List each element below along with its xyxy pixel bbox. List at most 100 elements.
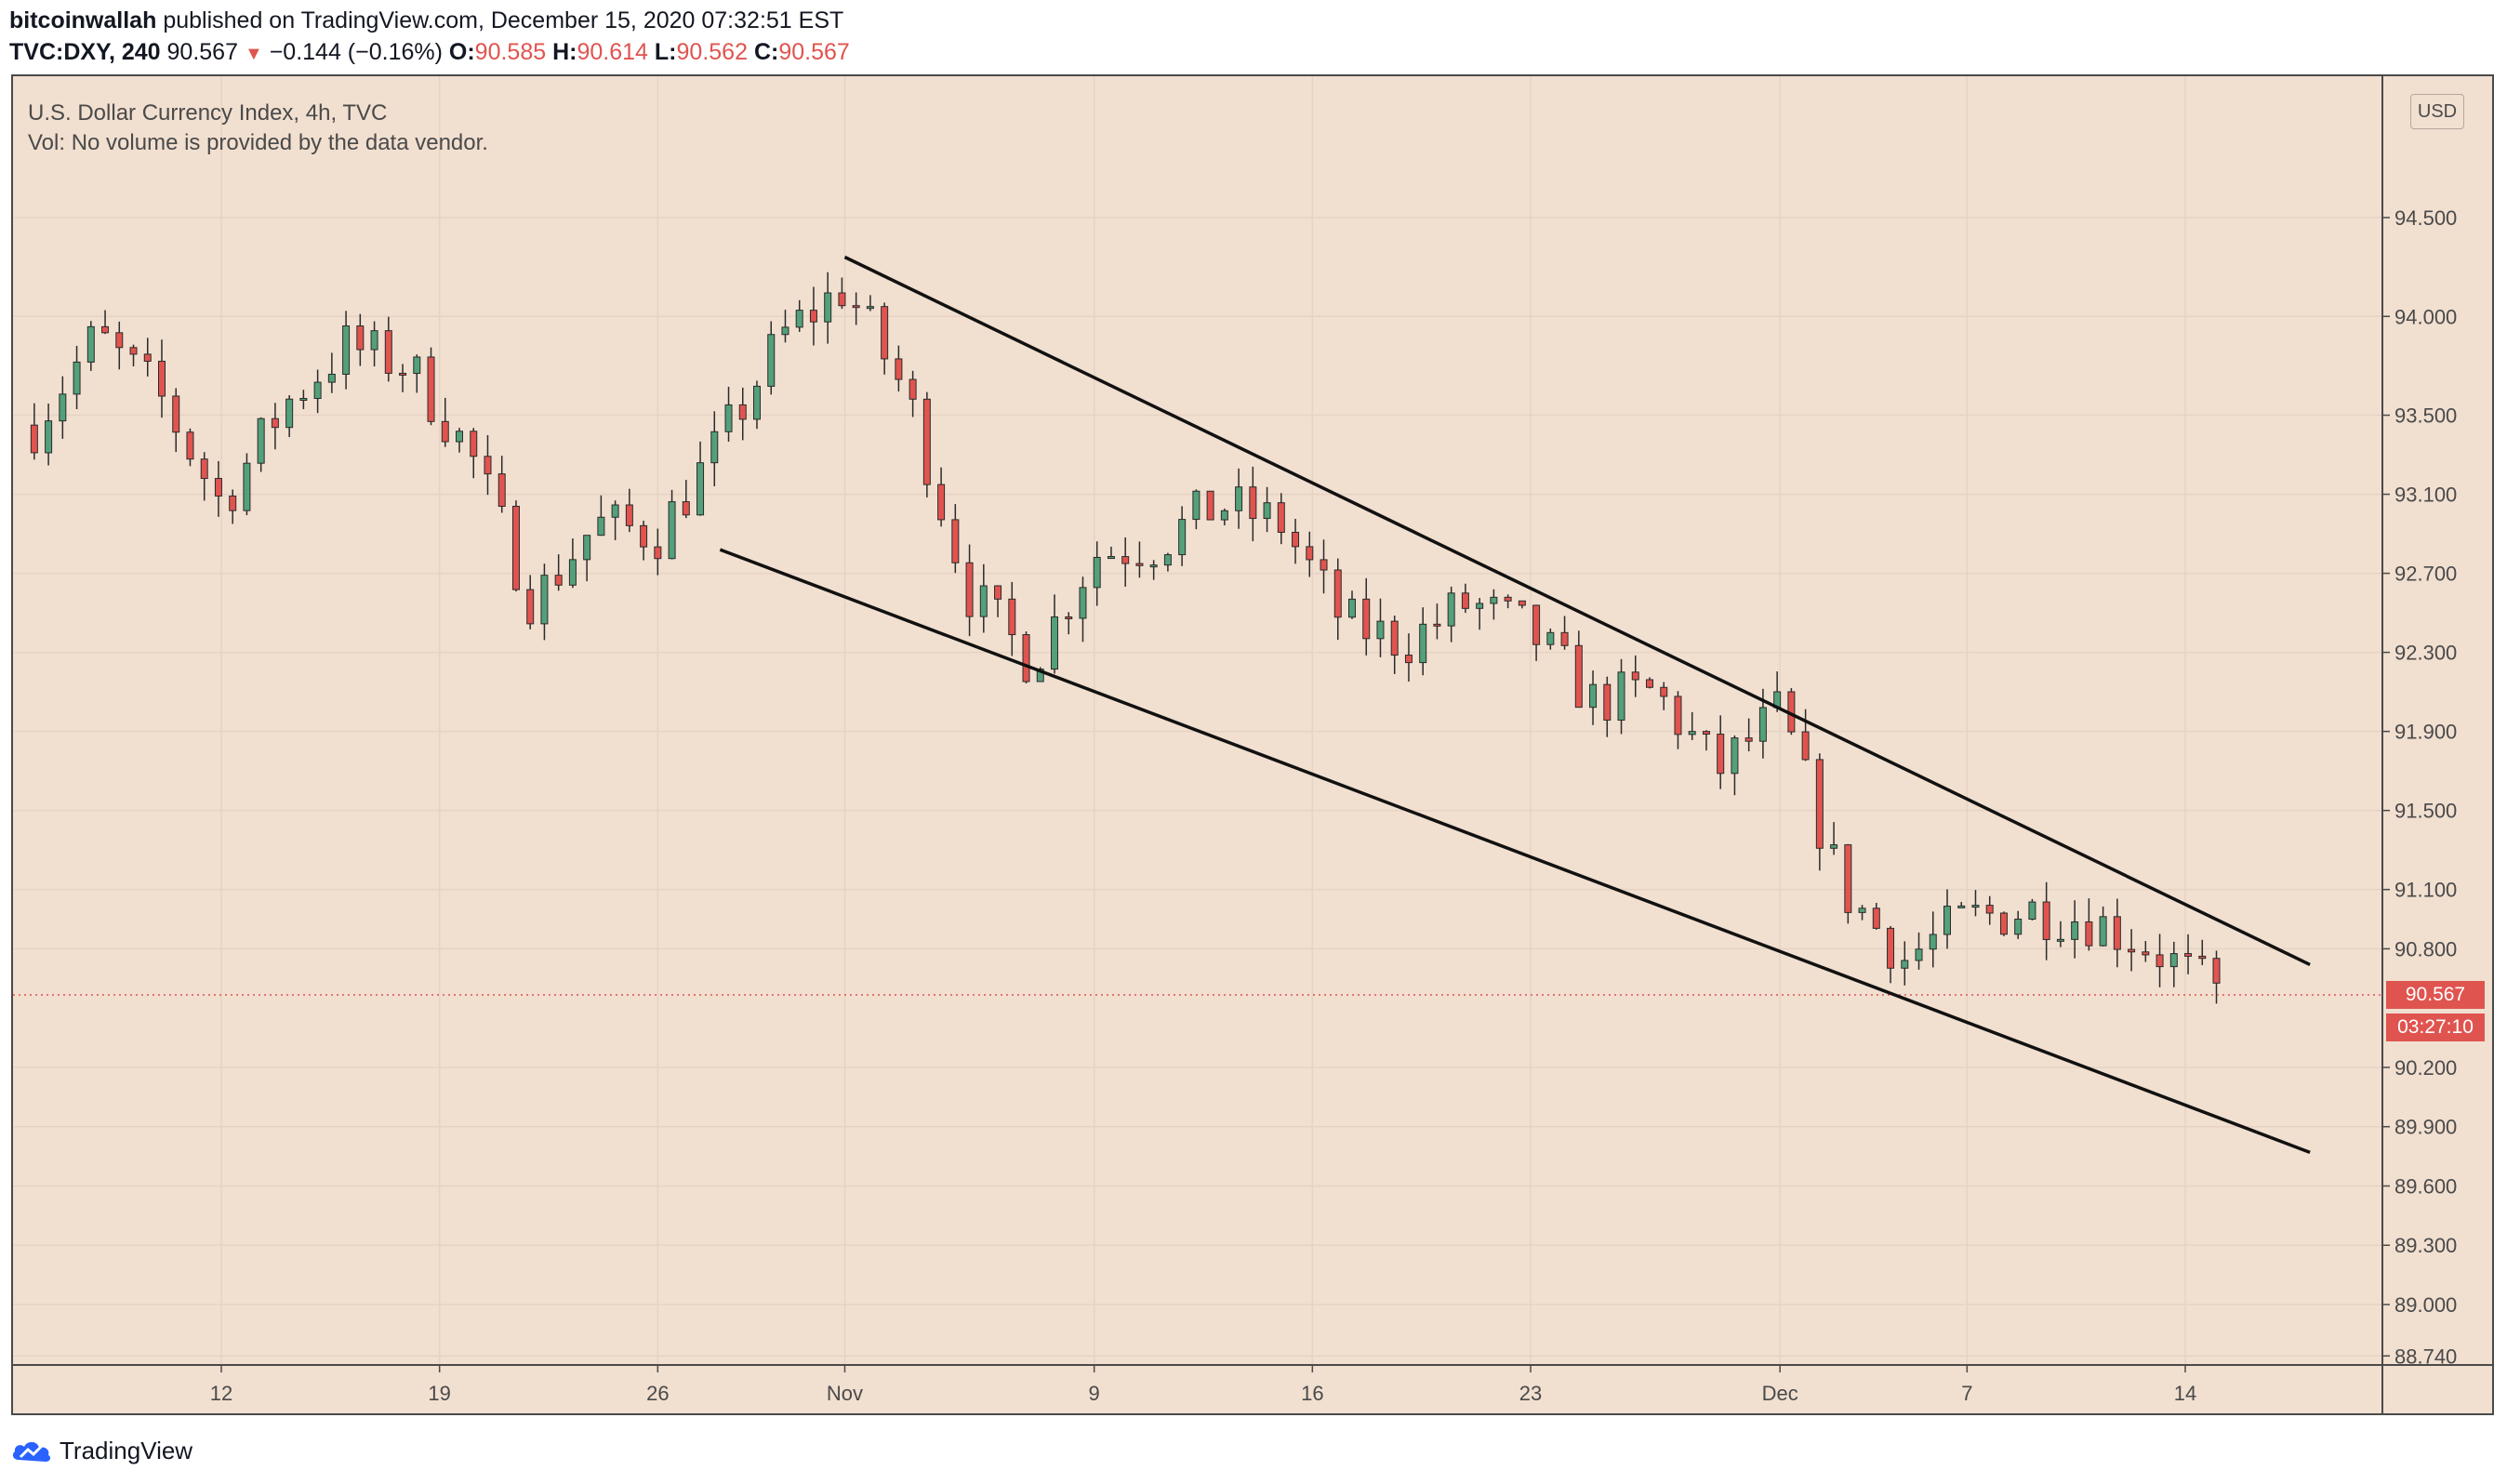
- candle: [243, 453, 251, 516]
- author-name[interactable]: bitcoinwallah: [9, 7, 157, 33]
- candle: [1702, 730, 1710, 751]
- candle: [654, 528, 662, 576]
- grid-layer: [13, 76, 2382, 1365]
- candle-body: [1872, 908, 1880, 929]
- candle: [229, 489, 237, 524]
- candle-body: [2056, 938, 2064, 942]
- candle: [1404, 633, 1413, 682]
- candle-body: [1433, 623, 1441, 627]
- candle-body: [1220, 510, 1228, 521]
- candle: [1433, 603, 1441, 640]
- candle-body: [1702, 731, 1710, 735]
- candle-body: [497, 473, 506, 507]
- candle: [994, 585, 1002, 617]
- candle-body: [1051, 616, 1058, 670]
- candle-body: [1320, 559, 1328, 571]
- candle-body: [73, 361, 81, 395]
- candle-body: [568, 559, 577, 586]
- candle-body: [1079, 587, 1087, 619]
- candle-body: [1008, 598, 1016, 636]
- candle: [1887, 925, 1895, 984]
- candle: [1546, 628, 1555, 650]
- candle: [1348, 590, 1356, 619]
- candle: [299, 390, 308, 410]
- candle: [1235, 468, 1243, 529]
- candle-body: [611, 504, 619, 518]
- candle: [526, 575, 535, 629]
- candle-body: [158, 361, 166, 397]
- high-value: 90.614: [577, 39, 648, 65]
- candle-body: [1574, 644, 1583, 709]
- candle-body: [327, 374, 336, 383]
- currency-badge[interactable]: USD: [2410, 94, 2464, 129]
- high-label: H:: [552, 39, 577, 65]
- candle: [470, 428, 478, 479]
- candle: [1830, 822, 1838, 855]
- candle: [101, 310, 110, 335]
- candle-body: [2169, 953, 2178, 968]
- candle-body: [2184, 953, 2193, 957]
- candle-body: [1744, 737, 1753, 742]
- candle: [2099, 906, 2107, 947]
- candle-body: [1178, 519, 1187, 556]
- candle: [1419, 607, 1427, 676]
- candle-body: [1758, 707, 1767, 742]
- candle-body: [1333, 569, 1342, 618]
- candle-body: [1447, 592, 1455, 627]
- y-tick-label: 92.300: [2394, 642, 2457, 665]
- tradingview-logo[interactable]: TradingView: [11, 1432, 192, 1469]
- candle-body: [1362, 598, 1371, 640]
- candle-body: [1121, 556, 1130, 564]
- candle: [710, 411, 719, 486]
- candle: [271, 403, 279, 450]
- candle: [965, 544, 974, 637]
- candle-body: [257, 417, 265, 464]
- candle-body: [738, 404, 747, 420]
- last-price-tag: 90.567: [2386, 980, 2485, 1009]
- candle-body: [1887, 927, 1895, 969]
- candle-body: [1376, 620, 1385, 640]
- candle: [1390, 616, 1399, 674]
- candle-body: [1603, 683, 1612, 721]
- candle: [1815, 753, 1824, 871]
- low-label: L:: [654, 39, 677, 65]
- candle: [1646, 677, 1653, 689]
- candle-body: [427, 356, 435, 422]
- candle: [356, 313, 365, 366]
- candle-body: [682, 501, 690, 516]
- candle-body: [1036, 669, 1044, 682]
- y-tick-label: 94.000: [2394, 305, 2457, 328]
- candle: [611, 500, 619, 540]
- candle-body: [413, 356, 421, 375]
- trendline-lower: [719, 548, 2311, 1154]
- candle: [696, 441, 705, 516]
- candle-body: [1235, 486, 1243, 511]
- candle-body: [1263, 502, 1271, 520]
- candle-body: [356, 325, 365, 351]
- candle: [186, 428, 194, 467]
- candle-body: [1674, 696, 1682, 735]
- candle: [1447, 586, 1455, 643]
- candle-body: [470, 431, 478, 457]
- candle-body: [1999, 912, 2008, 935]
- candle: [1999, 911, 2008, 936]
- candle-body: [951, 519, 960, 563]
- candle-body: [115, 332, 124, 349]
- candle-body: [1490, 596, 1498, 604]
- candle: [1121, 537, 1130, 587]
- down-triangle-icon: ▼: [244, 44, 263, 64]
- published-text: published on TradingView.com, December 1…: [163, 7, 844, 33]
- candle: [1362, 577, 1371, 656]
- candle: [1206, 490, 1214, 521]
- candle: [767, 321, 776, 395]
- candle: [1660, 682, 1668, 710]
- candle-body: [1206, 490, 1214, 521]
- candle: [2028, 898, 2036, 921]
- candle: [781, 310, 789, 343]
- candle-body: [1192, 490, 1200, 521]
- candle-body: [1065, 616, 1073, 619]
- candle-body: [1830, 844, 1838, 849]
- y-tick-label: 92.700: [2394, 563, 2457, 586]
- candle-body: [1589, 683, 1598, 709]
